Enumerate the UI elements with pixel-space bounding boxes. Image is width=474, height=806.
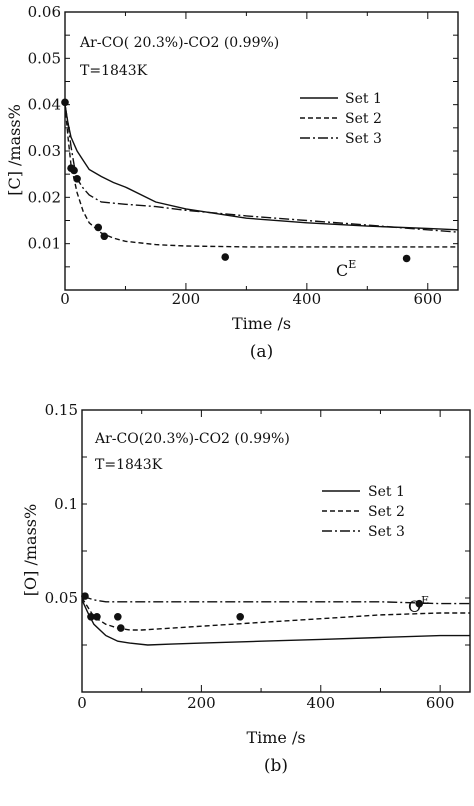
equilibrium-label-base: O (408, 597, 421, 616)
chart-panel-b: 0 200 400 600 0.05 0.1 0.15 Time /s [O] /mass% (b… (21, 401, 471, 776)
condition-text: Ar-CO(20.3%)-CO2 (0.99%) (94, 431, 290, 447)
data-point (221, 253, 230, 261)
plot-frame (81, 409, 471, 693)
legend-label-3: Set 3 (345, 131, 382, 147)
x-tick-label: 0 (77, 694, 87, 712)
x-axis-label: Time /s (246, 728, 305, 747)
y-tick-label: 0.1 (54, 495, 78, 513)
x-tick-label: 600 (426, 694, 455, 712)
equilibrium-label-sup: E (421, 594, 429, 607)
series-line-1 (81, 599, 470, 646)
y-tick-label: 0.03 (28, 142, 61, 160)
data-point (93, 613, 101, 621)
equilibrium-label-sup: E (348, 258, 356, 271)
x-tick-label: 400 (306, 694, 335, 712)
y-tick-label: 0.02 (28, 188, 61, 206)
data-point (70, 166, 78, 175)
condition-text: Ar-CO( 20.3%)-CO2 (0.99%) (79, 35, 279, 51)
series-line-3 (81, 595, 470, 605)
series-line-3 (64, 104, 459, 233)
x-tick-label: 0 (60, 290, 70, 308)
legend-label-1: Set 1 (368, 484, 405, 500)
legend-label-2: Set 2 (368, 504, 405, 520)
panel-label: (b) (264, 756, 288, 776)
x-tick-label: 600 (413, 290, 442, 308)
y-tick-label: 0.05 (28, 49, 61, 67)
data-point (117, 624, 125, 632)
data-point (402, 254, 411, 263)
y-tick-label: 0.01 (28, 235, 61, 253)
series-line-2 (64, 104, 458, 248)
equilibrium-label: OE (408, 594, 429, 616)
panel-label: (a) (250, 342, 273, 362)
equilibrium-label: CE (336, 258, 356, 280)
y-tick-label: 0.05 (45, 589, 78, 607)
legend-label-1: Set 1 (345, 91, 382, 107)
series-line-1 (64, 104, 459, 231)
y-tick-label: 0.06 (28, 3, 61, 21)
x-tick-label: 200 (187, 694, 216, 712)
condition-text: T=1843K (95, 457, 163, 473)
legend-label-2: Set 2 (345, 111, 382, 127)
plot-frame (64, 11, 459, 291)
data-point (73, 175, 81, 183)
chart-panel-a: 0 200 400 600 0.01 0.02 0.03 0.04 0.05 0.06 Time /… (5, 3, 459, 362)
data-point (100, 232, 109, 241)
equilibrium-label-base: C (336, 261, 348, 280)
x-axis-label: Time /s (232, 314, 291, 333)
x-tick-label: 400 (293, 290, 322, 308)
data-point (61, 98, 69, 107)
data-point (94, 223, 103, 232)
y-tick-label: 0.04 (28, 96, 61, 114)
data-point (236, 613, 244, 621)
legend-label-3: Set 3 (368, 524, 405, 540)
y-axis-label: [O] /mass% (21, 504, 40, 596)
x-tick-label: 200 (172, 290, 201, 308)
y-tick-label: 0.15 (45, 401, 78, 419)
data-point (81, 592, 89, 600)
y-axis-label: [C] /mass% (5, 104, 24, 196)
data-point (415, 599, 424, 608)
data-point (87, 613, 95, 621)
data-point (114, 613, 122, 621)
condition-text: T=1843K (80, 63, 148, 79)
